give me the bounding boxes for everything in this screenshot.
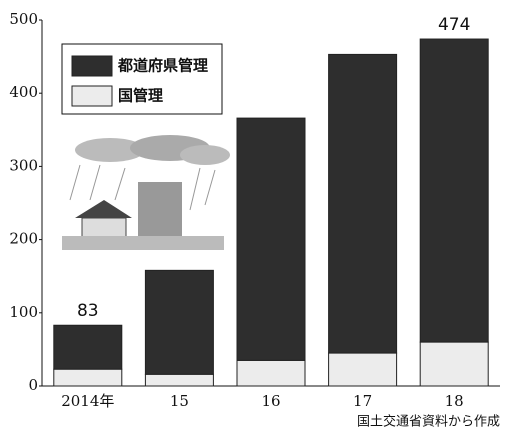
total-label: 83 [77, 301, 99, 321]
bar-segment [328, 352, 398, 387]
bar-segment [419, 341, 489, 387]
y-tick-label: 0 [28, 376, 38, 394]
y-tick-label: 400 [9, 83, 38, 101]
bar-segment [144, 269, 214, 375]
x-tick-label: 17 [353, 392, 372, 410]
bar-segment [236, 359, 306, 387]
bar-segment [236, 117, 306, 361]
bar-segment [144, 373, 214, 387]
illustration [62, 135, 230, 250]
legend-swatch [71, 85, 113, 107]
x-tick-label: 18 [445, 392, 464, 410]
bar-segment [53, 324, 123, 370]
legend-swatch [71, 55, 113, 77]
source: 国土交通省資料から作成 [357, 414, 500, 430]
x-tick-label: 15 [170, 392, 189, 410]
y-tick-label: 300 [9, 156, 38, 174]
y-tick-label: 200 [9, 230, 38, 248]
bar-segment [328, 53, 398, 354]
bar-segment [53, 368, 123, 387]
y-tick-label: 100 [9, 303, 38, 321]
bar-segment [419, 38, 489, 343]
legend-label: 都道府県管理 [117, 57, 208, 75]
legend-label: 国管理 [118, 87, 163, 105]
x-tick-label: 16 [261, 392, 280, 410]
total-label: 474 [438, 15, 470, 35]
x-tick-label: 2014年 [61, 392, 114, 410]
y-tick-label: 500 [9, 10, 38, 28]
